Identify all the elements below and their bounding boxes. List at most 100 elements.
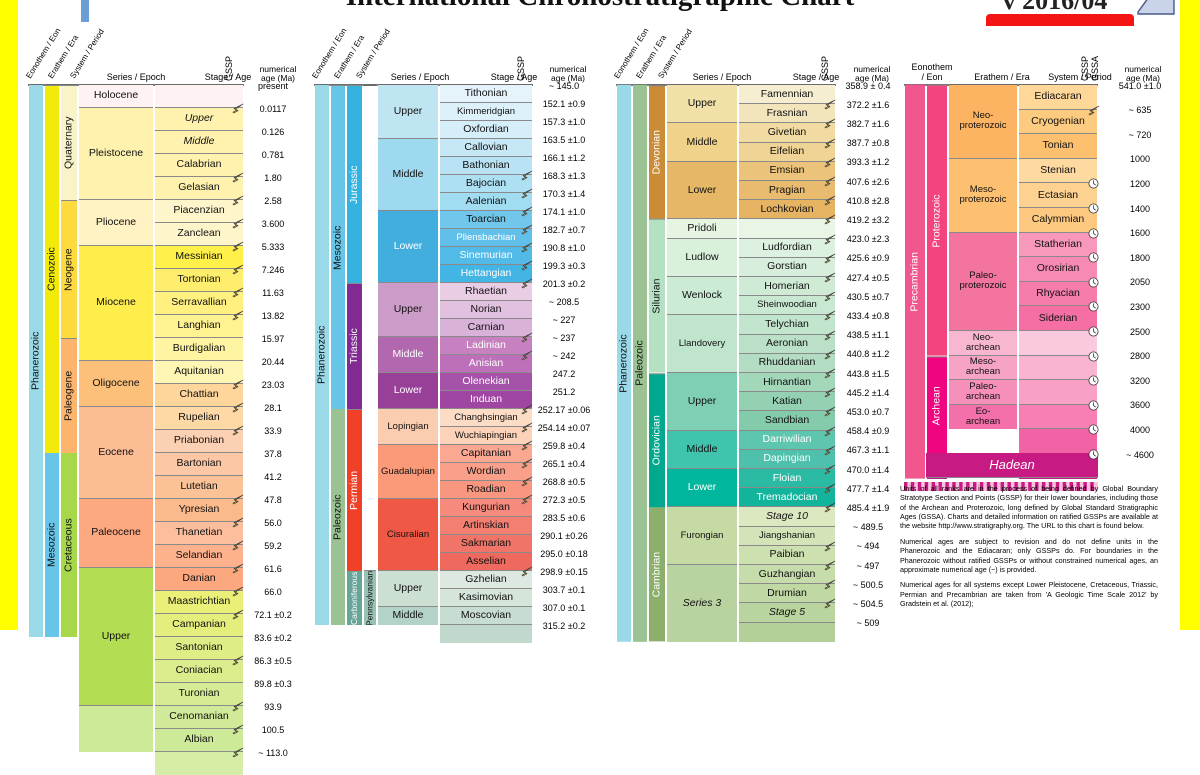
chart-cell[interactable]: Danian bbox=[155, 568, 243, 591]
chart-cell[interactable]: Upper bbox=[378, 283, 438, 337]
chart-cell[interactable]: Coniacian bbox=[155, 660, 243, 683]
chart-cell[interactable]: Bathonian bbox=[440, 157, 532, 175]
chart-cell[interactable]: Middle bbox=[378, 337, 438, 373]
chart-cell[interactable]: Guadalupian bbox=[378, 445, 438, 499]
chart-cell[interactable]: Jurassic bbox=[347, 85, 362, 283]
chart-cell[interactable]: Famennian bbox=[739, 85, 835, 105]
chart-cell[interactable]: Givetian bbox=[739, 123, 835, 143]
chart-cell[interactable]: Rupelian bbox=[155, 407, 243, 430]
chart-cell[interactable]: Capitanian bbox=[440, 445, 532, 463]
chart-cell[interactable] bbox=[1019, 429, 1097, 454]
chart-cell[interactable]: Pridoli bbox=[667, 219, 737, 239]
chart-cell[interactable]: Roadian bbox=[440, 481, 532, 499]
chart-cell[interactable]: Pennsylvanian bbox=[364, 571, 376, 625]
chart-cell[interactable]: Wenlock bbox=[667, 277, 737, 316]
chart-cell[interactable]: Paleozoic bbox=[331, 409, 345, 625]
chart-cell[interactable]: Floian bbox=[739, 469, 835, 489]
chart-cell[interactable] bbox=[364, 85, 376, 571]
chart-cell[interactable]: Tithonian bbox=[440, 85, 532, 103]
chart-cell[interactable]: Katian bbox=[739, 392, 835, 412]
chart-cell[interactable]: Frasnian bbox=[739, 104, 835, 124]
chart-cell[interactable]: Upper bbox=[378, 85, 438, 139]
hadean-cell[interactable]: Hadean bbox=[926, 453, 1098, 478]
chart-cell[interactable]: Turonian bbox=[155, 683, 243, 706]
chart-cell[interactable]: Olenekian bbox=[440, 373, 532, 391]
chart-cell[interactable]: Hettangian bbox=[440, 265, 532, 283]
chart-cell[interactable]: Precambrian bbox=[905, 85, 925, 479]
chart-cell[interactable]: Phanerozoic bbox=[29, 85, 43, 637]
chart-cell[interactable]: Cenozoic bbox=[45, 85, 59, 453]
chart-cell[interactable]: Middle bbox=[667, 430, 737, 469]
chart-cell[interactable]: Orosirian bbox=[1019, 257, 1097, 282]
chart-cell[interactable]: Lower bbox=[378, 373, 438, 409]
chart-cell[interactable]: Mesozoic bbox=[331, 85, 345, 409]
chart-cell[interactable]: Pliocene bbox=[79, 200, 153, 246]
chart-cell[interactable]: Lower bbox=[378, 211, 438, 283]
chart-cell[interactable]: Pragian bbox=[739, 181, 835, 201]
chart-cell[interactable]: Induan bbox=[440, 391, 532, 409]
chart-cell[interactable]: Sinemurian bbox=[440, 247, 532, 265]
chart-cell[interactable]: Emsian bbox=[739, 161, 835, 181]
chart-cell[interactable]: Series 3 bbox=[667, 565, 737, 642]
chart-cell[interactable]: Tremadocian bbox=[739, 488, 835, 508]
chart-cell[interactable]: Middle bbox=[378, 139, 438, 211]
chart-cell[interactable]: Drumian bbox=[739, 584, 835, 604]
chart-cell[interactable]: Dapingian bbox=[739, 449, 835, 469]
chart-cell[interactable]: Gzhelian bbox=[440, 571, 532, 589]
chart-cell[interactable]: Kungurian bbox=[440, 499, 532, 517]
chart-cell[interactable]: Campanian bbox=[155, 614, 243, 637]
chart-cell[interactable]: Middle bbox=[667, 123, 737, 162]
chart-cell[interactable]: Upper bbox=[667, 85, 737, 124]
chart-cell[interactable]: Cisuralian bbox=[378, 499, 438, 571]
chart-cell[interactable]: Upper bbox=[79, 568, 153, 706]
chart-cell[interactable]: Statherian bbox=[1019, 232, 1097, 258]
chart-cell[interactable]: Ypresian bbox=[155, 499, 243, 522]
chart-cell[interactable]: Furongian bbox=[667, 507, 737, 565]
chart-cell[interactable]: Meso-archean bbox=[949, 355, 1017, 381]
chart-cell[interactable]: Aalenian bbox=[440, 193, 532, 211]
chart-cell[interactable]: Maastrichtian bbox=[155, 591, 243, 614]
chart-cell[interactable]: Oligocene bbox=[79, 361, 153, 407]
chart-cell[interactable]: Paleocene bbox=[79, 499, 153, 568]
chart-cell[interactable]: Paleogene bbox=[61, 338, 77, 453]
chart-cell[interactable] bbox=[739, 622, 835, 642]
chart-cell[interactable] bbox=[1019, 380, 1097, 405]
chart-cell[interactable]: Upper bbox=[667, 373, 737, 431]
chart-cell[interactable] bbox=[440, 625, 532, 643]
chart-cell[interactable]: Aeronian bbox=[739, 334, 835, 354]
chart-cell[interactable] bbox=[1019, 404, 1097, 430]
chart-cell[interactable]: Ediacaran bbox=[1019, 85, 1097, 110]
chart-cell[interactable]: Llandovery bbox=[667, 315, 737, 373]
chart-cell[interactable]: Changhsingian bbox=[440, 409, 532, 427]
chart-cell[interactable]: Holocene bbox=[79, 85, 153, 108]
chart-cell[interactable]: Wuchiapingian bbox=[440, 427, 532, 445]
chart-cell[interactable]: Sakmarian bbox=[440, 535, 532, 553]
chart-cell[interactable]: Carboniferous bbox=[347, 571, 362, 625]
chart-cell[interactable]: Lower bbox=[667, 161, 737, 220]
chart-cell[interactable]: Albian bbox=[155, 729, 243, 752]
chart-cell[interactable]: Rhuddanian bbox=[739, 353, 835, 373]
chart-cell[interactable]: Neogene bbox=[61, 200, 77, 338]
chart-cell[interactable]: Homerian bbox=[739, 277, 835, 297]
chart-cell[interactable]: Paibian bbox=[739, 545, 835, 565]
chart-cell[interactable]: Stenian bbox=[1019, 158, 1097, 184]
chart-cell[interactable]: Cambrian bbox=[649, 507, 665, 642]
chart-cell[interactable]: Cryogenian bbox=[1019, 109, 1097, 135]
chart-cell[interactable]: Lower bbox=[667, 469, 737, 508]
chart-cell[interactable]: Ludlow bbox=[667, 238, 737, 277]
chart-cell[interactable]: Middle bbox=[378, 607, 438, 625]
chart-cell[interactable]: Selandian bbox=[155, 545, 243, 568]
chart-cell[interactable]: Thanetian bbox=[155, 522, 243, 545]
chart-cell[interactable]: Miocene bbox=[79, 246, 153, 361]
chart-cell[interactable]: Silurian bbox=[649, 219, 665, 373]
chart-cell[interactable]: Middle bbox=[155, 131, 243, 154]
chart-cell[interactable]: Quaternary bbox=[61, 85, 77, 200]
chart-cell[interactable]: Eifelian bbox=[739, 142, 835, 162]
chart-cell[interactable]: Calymmian bbox=[1019, 208, 1097, 233]
chart-cell[interactable]: Stage 10 bbox=[739, 507, 835, 527]
chart-cell[interactable]: Triassic bbox=[347, 283, 362, 409]
chart-cell[interactable]: Carnian bbox=[440, 319, 532, 337]
chart-cell[interactable]: Calabrian bbox=[155, 154, 243, 177]
chart-cell[interactable]: Hirnantian bbox=[739, 373, 835, 393]
chart-cell[interactable]: Norian bbox=[440, 301, 532, 319]
